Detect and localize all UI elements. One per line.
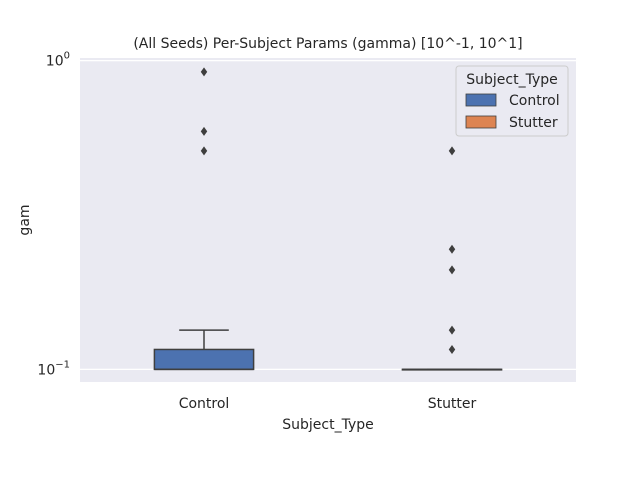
outlier-point [448, 244, 456, 254]
x-tick-label: Control [179, 396, 230, 412]
box-body [153, 348, 255, 371]
y-axis-label: gam [17, 204, 33, 235]
outlier-point [448, 265, 456, 275]
x-axis-label: Subject_Type [282, 417, 374, 433]
outlier-point [200, 126, 208, 136]
box-control [153, 67, 255, 371]
axis-ticks: 10−1 100 Control Stutter [37, 51, 476, 412]
legend-swatch-control [465, 93, 497, 107]
chart-title: (All Seeds) Per-Subject Params (gamma) [… [133, 36, 522, 52]
x-tick-label: Stutter [428, 396, 477, 412]
outlier-point [448, 146, 456, 156]
outlier-point [448, 344, 456, 354]
outlier-point [200, 146, 208, 156]
legend: Subject_Type Control Stutter [455, 65, 569, 137]
y-tick-label: 100 [46, 51, 70, 70]
y-tick-label: 10−1 [37, 359, 70, 378]
legend-title: Subject_Type [466, 72, 558, 88]
legend-swatch-stutter [465, 115, 497, 129]
legend-label-control: Control [509, 93, 560, 109]
outlier-point [448, 325, 456, 335]
outlier-point [200, 67, 208, 77]
legend-label-stutter: Stutter [509, 115, 558, 131]
boxes [153, 67, 503, 371]
box-stutter [401, 146, 503, 371]
